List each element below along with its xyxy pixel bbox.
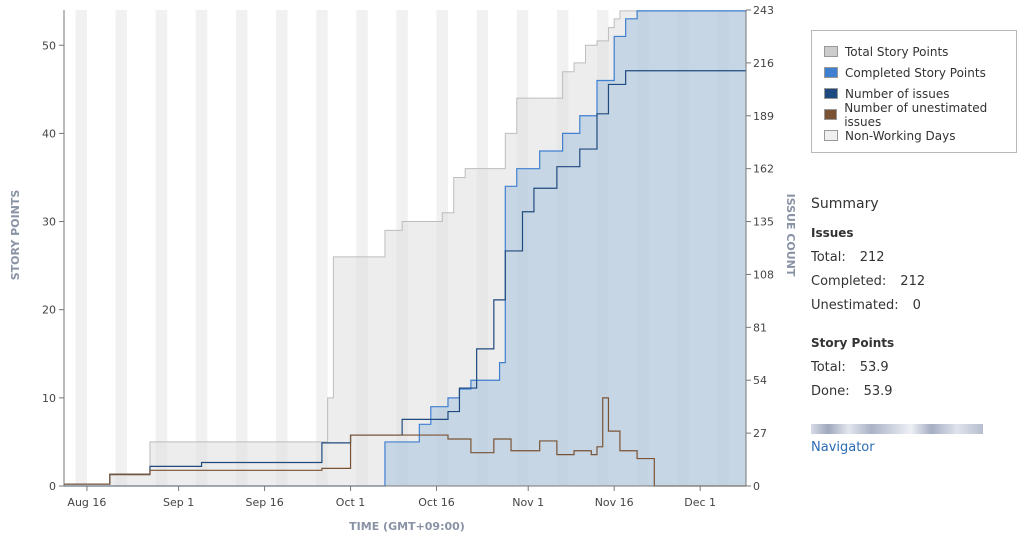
non-working-day-band: [195, 10, 208, 486]
sp-total-row: Total: 53.9: [811, 360, 1021, 384]
x-tick-label: Dec 1: [684, 496, 716, 509]
y-axis-right-title: ISSUE COUNT: [784, 194, 797, 277]
legend-label: Total Story Points: [845, 44, 949, 59]
x-tick-label: Nov 1: [512, 496, 544, 509]
y-right-tick-label: 216: [753, 57, 774, 70]
issues-total-label: Total:: [811, 250, 846, 265]
y-left-tick-label: 30: [42, 216, 56, 229]
chart-axes: 0 10 20 30 40 50 0 27 54 81 108 135 162 189 216 243 Aug …: [42, 4, 774, 509]
y-right-tick-label: 243: [753, 4, 774, 17]
x-tick-label: Sep 16: [245, 496, 283, 509]
sp-total-value: 53.9: [859, 360, 889, 375]
number-of-issues-line: [64, 70, 746, 485]
total-story-points-line: [64, 10, 746, 485]
story-points-heading: Story Points: [811, 336, 895, 350]
issues-heading: Issues: [811, 226, 854, 240]
y-axis-left-title: STORY POINTS: [9, 190, 22, 281]
burnup-chart: 0 10 20 30 40 50 0 27 54 81 108 135 162 189 216 243 Aug …: [9, 4, 797, 533]
issues-unestimated-label: Unestimated:: [811, 298, 899, 313]
summary-title: Summary: [811, 196, 879, 212]
non-working-day-band: [316, 10, 328, 486]
non-working-day-band: [276, 10, 288, 486]
redacted-link-text: [811, 424, 983, 434]
legend-swatch: [824, 67, 838, 78]
non-working-day-band: [155, 10, 168, 486]
x-tick-label: Sep 1: [163, 496, 194, 509]
legend-item-number-of-issues[interactable]: Number of issues: [824, 83, 1016, 104]
issues-total-value: 212: [859, 250, 885, 265]
issues-completed-row: Completed: 212: [811, 274, 1021, 298]
legend-item-unestimated-issues[interactable]: Number of unestimated issues: [824, 101, 1016, 129]
legend-label: Non-Working Days: [845, 128, 956, 143]
legend-swatch: [824, 109, 838, 120]
navigator-link[interactable]: Navigator: [811, 440, 875, 455]
x-tick-label: Nov 16: [595, 496, 634, 509]
y-left-tick-label: 40: [42, 127, 56, 140]
issues-total-row: Total: 212: [811, 250, 1021, 274]
x-tick-label: Oct 1: [336, 496, 366, 509]
issues-unestimated-value: 0: [912, 298, 921, 313]
y-left-tick-label: 10: [42, 392, 56, 405]
legend-item-total-story-points[interactable]: Total Story Points: [824, 41, 1016, 62]
y-left-tick-label: 0: [49, 480, 56, 493]
completed-story-points-line: [64, 10, 746, 487]
chart-lines: [64, 10, 746, 487]
legend-label: Number of unestimated issues: [844, 100, 988, 129]
x-tick-label: Aug 16: [67, 496, 106, 509]
unestimated-issues-line: [64, 397, 746, 487]
sp-done-row: Done: 53.9: [811, 384, 1021, 408]
x-axis-title: TIME (GMT+09:00): [349, 520, 465, 533]
non-working-day-band: [235, 10, 248, 486]
y-left-tick-label: 20: [42, 304, 56, 317]
sp-total-label: Total:: [811, 360, 846, 375]
legend-swatch: [824, 88, 838, 99]
issues-completed-value: 212: [900, 274, 926, 289]
legend-label: Completed Story Points: [845, 65, 986, 80]
non-working-day-band: [356, 10, 368, 486]
y-right-tick-label: 81: [753, 321, 767, 334]
legend-swatch: [824, 130, 838, 141]
legend-label: Number of issues: [845, 86, 950, 101]
legend-swatch: [824, 46, 838, 57]
completed-story-points-area: [64, 10, 746, 487]
y-left-tick-label: 50: [42, 39, 56, 52]
legend-item-completed-story-points[interactable]: Completed Story Points: [824, 62, 1016, 83]
legend-item-non-working-days[interactable]: Non-Working Days: [824, 125, 1016, 146]
chart-areas: [64, 10, 746, 487]
y-right-tick-label: 189: [753, 110, 774, 123]
x-tick-label: Oct 16: [418, 496, 455, 509]
chart-legend: Total Story Points Completed Story Point…: [811, 30, 1017, 153]
summary-panel: Summary Issues Total: 212 Completed: 212 U…: [811, 196, 1021, 455]
sp-done-label: Done:: [811, 384, 850, 399]
non-working-day-band: [75, 10, 87, 486]
y-right-tick-label: 108: [753, 268, 774, 281]
non-working-day-band: [115, 10, 128, 486]
issues-unestimated-row: Unestimated: 0: [811, 298, 1021, 322]
y-right-tick-label: 162: [753, 163, 774, 176]
sp-done-value: 53.9: [863, 384, 893, 399]
y-right-tick-label: 0: [753, 480, 760, 493]
y-right-tick-label: 135: [753, 216, 774, 229]
issues-completed-label: Completed:: [811, 274, 887, 289]
y-right-tick-label: 54: [753, 374, 767, 387]
y-right-tick-label: 27: [753, 427, 767, 440]
